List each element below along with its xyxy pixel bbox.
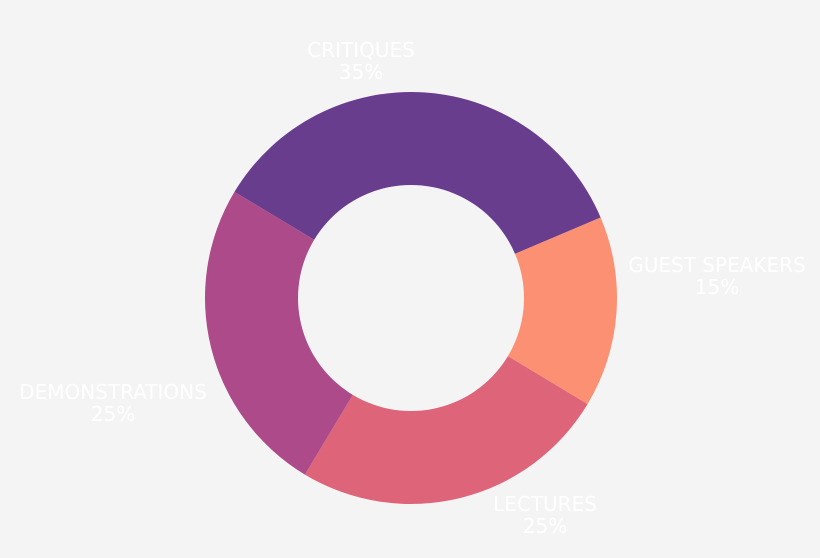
donut-hole <box>298 185 524 411</box>
label-guest-speakers: GUEST SPEAKERS <box>628 253 805 277</box>
label-lectures: LECTURES <box>493 492 597 516</box>
value-label-demonstrations: 25% <box>91 402 135 426</box>
label-demonstrations: DEMONSTRATIONS <box>19 380 207 404</box>
label-critiques: CRITIQUES <box>307 38 415 62</box>
value-label-guest-speakers: 15% <box>695 275 739 299</box>
value-label-critiques: 35% <box>339 60 383 84</box>
value-label-lectures: 25% <box>523 514 567 538</box>
